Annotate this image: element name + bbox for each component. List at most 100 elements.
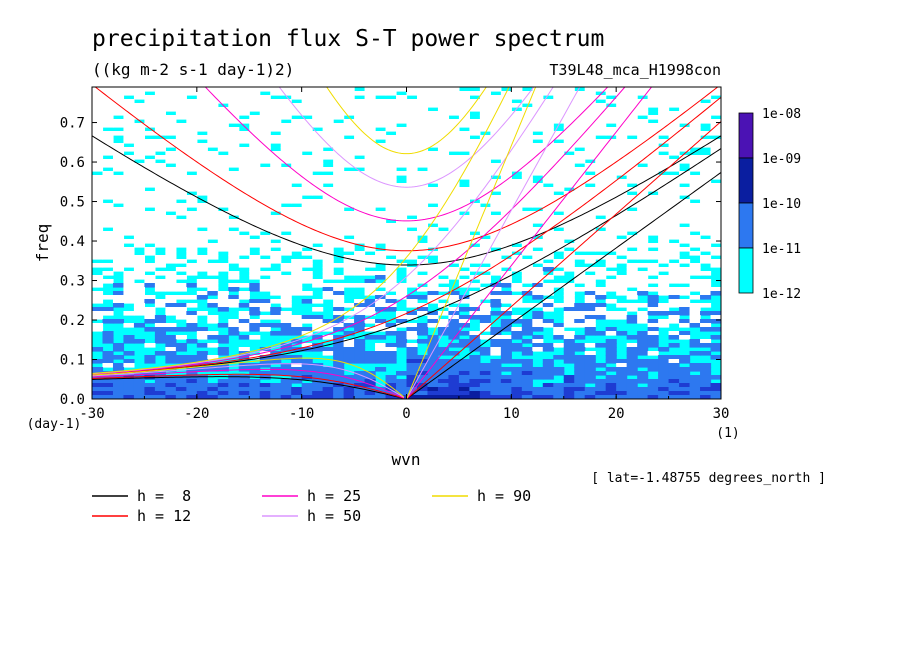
field-cell — [448, 319, 460, 324]
field-cell — [542, 367, 554, 372]
field-cell — [165, 87, 177, 92]
field-cell — [700, 255, 712, 260]
field-cell — [228, 331, 240, 336]
field-cell — [416, 175, 429, 180]
field-cell — [175, 231, 187, 236]
field-cell — [333, 95, 345, 100]
field-cell — [427, 391, 439, 396]
field-cell — [291, 191, 303, 196]
field-cell — [165, 199, 177, 204]
field-cell — [259, 391, 271, 396]
field-cell — [689, 227, 701, 232]
field-cell — [584, 363, 596, 368]
field-cell — [616, 283, 628, 288]
field-cell — [416, 163, 429, 168]
field-cell — [584, 247, 596, 252]
field-cell — [133, 299, 146, 304]
field-cell — [375, 195, 387, 200]
field-cell — [312, 371, 324, 376]
field-cell — [448, 227, 460, 232]
field-cell — [553, 383, 565, 388]
field-cell — [343, 211, 355, 216]
field-cell — [375, 91, 387, 96]
field-cell — [616, 103, 628, 108]
field-cell — [500, 235, 512, 240]
field-cell — [249, 223, 261, 228]
field-cell — [364, 359, 376, 364]
field-cell — [196, 283, 208, 288]
field-cell — [92, 115, 104, 120]
field-cell — [532, 135, 544, 140]
field-cell — [563, 255, 575, 260]
field-cell — [668, 127, 680, 132]
field-cell — [333, 231, 345, 236]
field-cell — [658, 111, 670, 116]
field-cell — [280, 343, 292, 348]
field-cell — [584, 135, 596, 140]
field-cell — [280, 223, 292, 228]
field-cell — [605, 183, 617, 188]
field-cell — [270, 283, 282, 288]
field-cell — [605, 347, 617, 352]
field-cell — [144, 107, 156, 112]
field-cell — [354, 263, 366, 268]
field-cell — [563, 331, 575, 336]
field-cell — [259, 167, 271, 172]
field-cell — [312, 227, 324, 232]
field-cell — [700, 247, 712, 252]
field-cell — [343, 159, 355, 164]
field-cell — [679, 299, 691, 304]
field-cell — [196, 151, 208, 156]
field-cell — [616, 239, 628, 244]
field-cell — [553, 91, 565, 96]
field-cell — [259, 259, 271, 264]
field-cell — [144, 163, 156, 168]
field-cell — [574, 127, 586, 132]
field-cell — [343, 119, 355, 124]
field-cell — [647, 287, 659, 292]
field-cell — [605, 159, 617, 164]
field-cell — [406, 283, 418, 288]
field-cell — [689, 395, 701, 399]
field-cell — [490, 259, 502, 264]
field-cell — [291, 227, 303, 232]
field-cell — [92, 179, 104, 184]
field-cell — [553, 163, 565, 168]
field-cell — [500, 247, 512, 252]
field-cell — [584, 379, 596, 384]
field-cell — [427, 115, 439, 120]
field-cell — [616, 119, 628, 124]
field-cell — [333, 87, 345, 92]
field-cell — [458, 187, 470, 192]
field-cell — [584, 275, 596, 280]
field-cell — [354, 307, 366, 312]
field-cell — [217, 247, 229, 252]
field-cell — [312, 163, 324, 168]
field-cell — [658, 239, 670, 244]
field-cell — [196, 99, 208, 104]
field-cell — [154, 391, 166, 396]
field-cell — [658, 303, 670, 308]
field-cell — [354, 371, 366, 376]
field-cell — [416, 199, 429, 204]
field-cell — [437, 111, 450, 116]
field-cell — [595, 95, 607, 100]
field-cell — [291, 219, 303, 224]
field-cell — [490, 155, 502, 160]
field-cell — [259, 263, 271, 268]
y-tick-label: 0.7 — [60, 116, 85, 132]
field-cell — [385, 299, 397, 304]
field-cell — [228, 191, 240, 196]
field-cell — [595, 103, 607, 108]
field-cell — [375, 187, 387, 192]
field-cell — [406, 267, 418, 272]
field-cell — [469, 251, 481, 256]
field-cell — [322, 227, 334, 232]
field-cell — [92, 135, 104, 140]
field-cell — [406, 351, 418, 356]
field-cell — [343, 187, 355, 192]
field-cell — [500, 327, 512, 332]
field-cell — [584, 239, 596, 244]
field-cell — [123, 299, 135, 304]
field-cell — [584, 343, 596, 348]
